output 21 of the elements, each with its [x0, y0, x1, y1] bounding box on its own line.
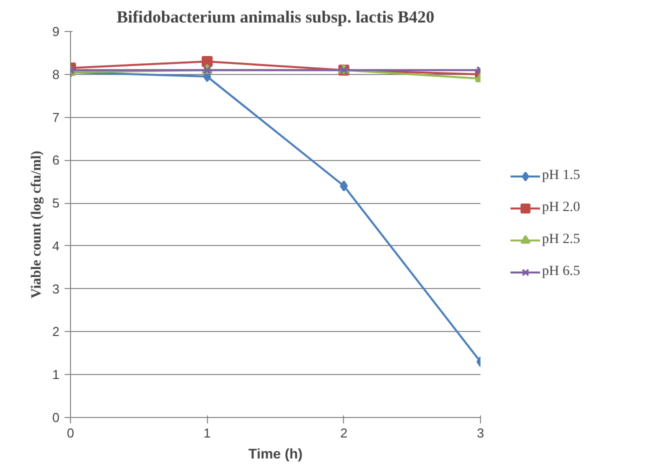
y-tick-label: 0 — [52, 410, 60, 425]
x-tick-label: 1 — [204, 426, 211, 440]
y-tick-label: 5 — [52, 196, 60, 211]
y-tick-label: 7 — [52, 110, 60, 125]
y-tick-label: 6 — [52, 152, 60, 168]
y-tick-label: 1 — [52, 367, 60, 382]
y-axis-title: Viable count (log cfu/ml) — [29, 150, 44, 298]
legend-label: pH 1.5 — [542, 168, 580, 184]
x-tick-label: 3 — [476, 426, 484, 440]
y-tick-label: 4 — [52, 238, 60, 254]
y-tick-label: 9 — [52, 24, 60, 39]
x-axis-title: Time (h) — [248, 446, 303, 462]
legend-label: pH 6.5 — [542, 264, 580, 280]
y-tick-label: 3 — [52, 281, 60, 296]
x-tick-label: 0 — [66, 426, 74, 440]
legend-label: pH 2.0 — [542, 200, 580, 216]
chart-title: Bifidobacterium animalis subsp. lactis B420 — [116, 8, 434, 26]
y-tick-label: 2 — [52, 324, 60, 340]
x-tick-label: 2 — [340, 426, 348, 440]
y-tick-label: 8 — [52, 66, 60, 82]
legend-label: pH 2.5 — [542, 232, 580, 248]
